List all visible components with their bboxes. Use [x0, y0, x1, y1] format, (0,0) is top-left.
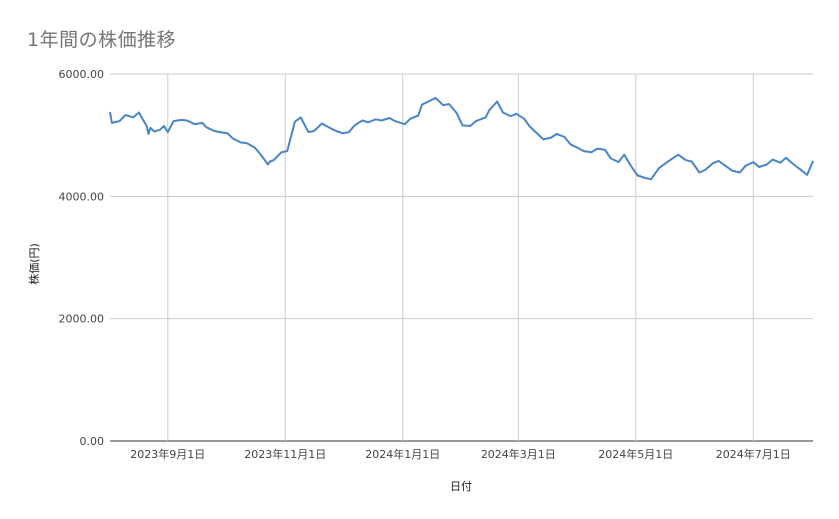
y-tick-label: 6000.00 [59, 68, 105, 81]
x-tick-label: 2024年3月1日 [481, 447, 556, 461]
y-tick-label: 0.00 [80, 435, 105, 448]
x-tick-label: 2024年5月1日 [598, 447, 673, 461]
x-axis-title: 日付 [450, 480, 472, 493]
y-tick-label: 4000.00 [59, 190, 105, 203]
x-tick-label: 2024年1月1日 [365, 447, 440, 461]
y-tick-label: 2000.00 [59, 313, 105, 326]
x-tick-label: 2023年9月1日 [130, 447, 205, 461]
x-tick-label: 2023年11月1日 [244, 447, 326, 461]
stock-price-line [109, 96, 814, 181]
x-tick-label: 2024年7月1日 [716, 447, 791, 461]
chart-title: 1年間の株価推移 [27, 29, 177, 51]
